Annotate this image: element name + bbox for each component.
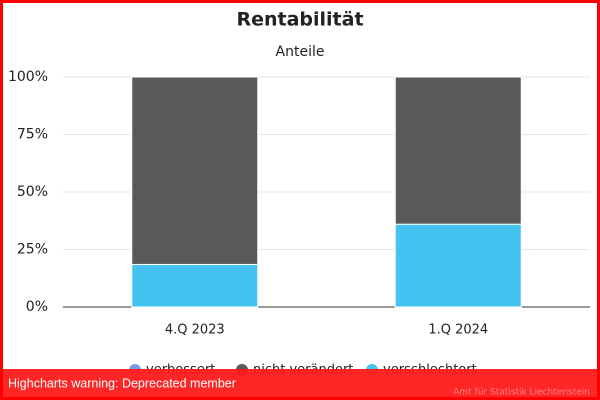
- y-tick-label: 50%: [17, 184, 48, 200]
- x-tick-label: 4.Q 2023: [165, 323, 225, 338]
- y-tick-label: 100%: [8, 69, 48, 85]
- bar-segment: [131, 76, 259, 265]
- bar-segment: [131, 263, 259, 308]
- bar-segment: [394, 76, 522, 225]
- y-tick-label: 25%: [17, 242, 48, 258]
- y-tick-label: 0%: [26, 299, 48, 315]
- chart-subtitle: Anteile: [276, 44, 325, 60]
- warning-text: Highcharts warning: Deprecated member: [8, 376, 236, 390]
- credit: Amt für Statistik Liechtenstein: [453, 388, 590, 398]
- warning-bar: [0, 369, 600, 398]
- x-tick-label: 1.Q 2024: [428, 323, 488, 338]
- bar-segment: [394, 223, 522, 308]
- y-tick-label: 75%: [17, 127, 48, 143]
- chart-title: Rentabilität: [236, 9, 363, 31]
